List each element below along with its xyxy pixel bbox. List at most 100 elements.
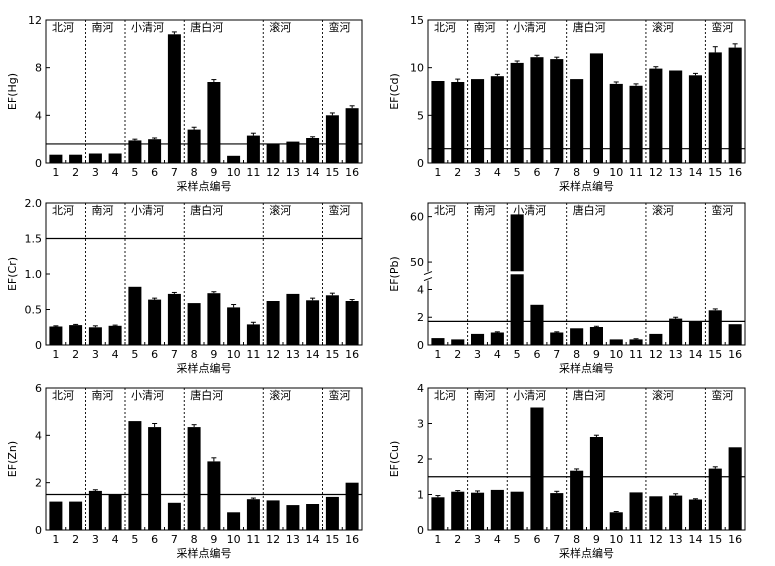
y-axis-title-pb: EF(Pb) xyxy=(388,256,401,291)
bar-hg-16 xyxy=(345,108,359,163)
xtick-label-cd-3: 3 xyxy=(474,166,481,179)
xtick-label-cd-11: 11 xyxy=(629,166,643,179)
bar-hg-6 xyxy=(148,139,162,163)
bar-hg-2 xyxy=(69,154,83,163)
xtick-label-pb-12: 12 xyxy=(649,348,663,361)
xtick-label-cr-10: 10 xyxy=(227,348,241,361)
ytick-label-pb-2: 4 xyxy=(417,283,424,296)
xtick-label-cr-15: 15 xyxy=(325,348,339,361)
bar-zn-7 xyxy=(167,502,181,530)
xtick-label-hg-8: 8 xyxy=(191,166,198,179)
xtick-label-cu-13: 13 xyxy=(669,533,683,546)
x-axis-title-cr: 采样点编号 xyxy=(177,361,232,375)
ytick-label-zn-2: 4 xyxy=(35,429,42,442)
ytick-label-cu-1: 1 xyxy=(417,489,424,502)
bar-pb-10 xyxy=(609,339,623,345)
xtick-label-cu-15: 15 xyxy=(708,533,722,546)
xtick-label-cu-8: 8 xyxy=(573,533,580,546)
ytick-label-hg-0: 0 xyxy=(35,157,42,170)
xtick-label-zn-3: 3 xyxy=(92,533,99,546)
bar-cr-13 xyxy=(286,293,300,345)
xtick-label-pb-10: 10 xyxy=(609,348,623,361)
region-label-zn-4: 滚河 xyxy=(269,388,291,402)
xtick-label-cu-10: 10 xyxy=(609,533,623,546)
bar-cd-4 xyxy=(490,76,504,163)
bar-cr-3 xyxy=(88,327,102,346)
ytick-label-cu-3: 3 xyxy=(417,418,424,431)
bar-zn-14 xyxy=(306,504,320,530)
ytick-label-cd-2: 10 xyxy=(410,62,424,75)
bar-pb-12 xyxy=(649,333,663,345)
region-label-cd-0: 北河 xyxy=(434,21,456,34)
region-label-zn-1: 南河 xyxy=(92,389,114,402)
bar-cr-9 xyxy=(207,293,221,345)
bar-hg-9 xyxy=(207,82,221,163)
region-label-pb-3: 唐白河 xyxy=(573,203,606,217)
bar-hg-10 xyxy=(227,155,241,163)
region-label-cr-4: 滚河 xyxy=(269,203,291,217)
xtick-label-cd-12: 12 xyxy=(649,166,663,179)
xtick-label-hg-6: 6 xyxy=(151,166,158,179)
bar-cr-16 xyxy=(345,301,359,345)
xtick-label-pb-8: 8 xyxy=(573,348,580,361)
region-label-pb-0: 北河 xyxy=(434,204,456,217)
region-label-cd-5: 蛮河 xyxy=(711,20,733,34)
region-label-cu-3: 唐白河 xyxy=(573,388,606,402)
region-label-cd-2: 小清河 xyxy=(513,21,546,34)
x-axis-title-zn: 采样点编号 xyxy=(177,546,232,560)
axis-break-mark-lower xyxy=(423,277,433,282)
bar-hg-5 xyxy=(128,140,142,163)
ytick-label-cd-1: 5 xyxy=(417,109,424,122)
ytick-label-hg-2: 8 xyxy=(35,62,42,75)
xtick-label-hg-1: 1 xyxy=(52,166,59,179)
bar-cu-1 xyxy=(431,497,445,530)
bar-zn-12 xyxy=(266,500,280,530)
xtick-label-zn-11: 11 xyxy=(246,533,260,546)
bar-cu-15 xyxy=(708,468,722,530)
bar-cr-7 xyxy=(167,293,181,345)
xtick-label-cd-6: 6 xyxy=(533,166,540,179)
xtick-label-cd-13: 13 xyxy=(669,166,683,179)
xtick-label-cu-2: 2 xyxy=(454,533,461,546)
xtick-label-hg-9: 9 xyxy=(210,166,217,179)
xtick-label-cd-2: 2 xyxy=(454,166,461,179)
ytick-label-zn-3: 6 xyxy=(35,382,42,395)
xtick-label-cd-1: 1 xyxy=(434,166,441,179)
xtick-label-cd-15: 15 xyxy=(708,166,722,179)
xtick-label-pb-7: 7 xyxy=(553,348,560,361)
y-axis-title-cr: EF(Cr) xyxy=(6,257,19,291)
bar-cd-10 xyxy=(609,83,623,163)
xtick-label-zn-6: 6 xyxy=(151,533,158,546)
ytick-label-cu-2: 2 xyxy=(417,453,424,466)
xtick-label-cr-3: 3 xyxy=(92,348,99,361)
xtick-label-cd-7: 7 xyxy=(553,166,560,179)
x-axis-title-pb: 采样点编号 xyxy=(559,361,614,375)
region-label-cu-5: 蛮河 xyxy=(711,388,733,402)
bar-pb-9 xyxy=(589,327,603,345)
bar-zn-2 xyxy=(69,501,83,530)
bar-cr-2 xyxy=(69,325,83,345)
axis-break-gap xyxy=(425,271,431,281)
region-label-cr-2: 小清河 xyxy=(131,204,164,217)
xtick-label-zn-5: 5 xyxy=(131,533,138,546)
bar-pb-13 xyxy=(669,318,683,345)
ytick-label-cr-1: 0.5 xyxy=(25,304,43,317)
xtick-label-cd-16: 16 xyxy=(728,166,742,179)
bar-cu-5 xyxy=(510,491,524,530)
y-axis-title-cu: EF(Cu) xyxy=(388,441,401,478)
region-label-cd-1: 南河 xyxy=(474,21,496,34)
ytick-label-pb-3: 50 xyxy=(410,256,424,269)
ytick-label-cr-2: 1.0 xyxy=(25,268,43,281)
x-axis-title-cu: 采样点编号 xyxy=(559,546,614,560)
xtick-label-hg-7: 7 xyxy=(171,166,178,179)
y-axis-title-hg: EF(Hg) xyxy=(6,73,19,110)
xtick-label-pb-13: 13 xyxy=(669,348,683,361)
xtick-label-zn-7: 7 xyxy=(171,533,178,546)
bar-zn-11 xyxy=(246,499,260,530)
xtick-label-zn-15: 15 xyxy=(325,533,339,546)
bar-pb-8 xyxy=(570,328,584,345)
bar-cu-12 xyxy=(649,496,663,530)
xtick-label-pb-11: 11 xyxy=(629,348,643,361)
